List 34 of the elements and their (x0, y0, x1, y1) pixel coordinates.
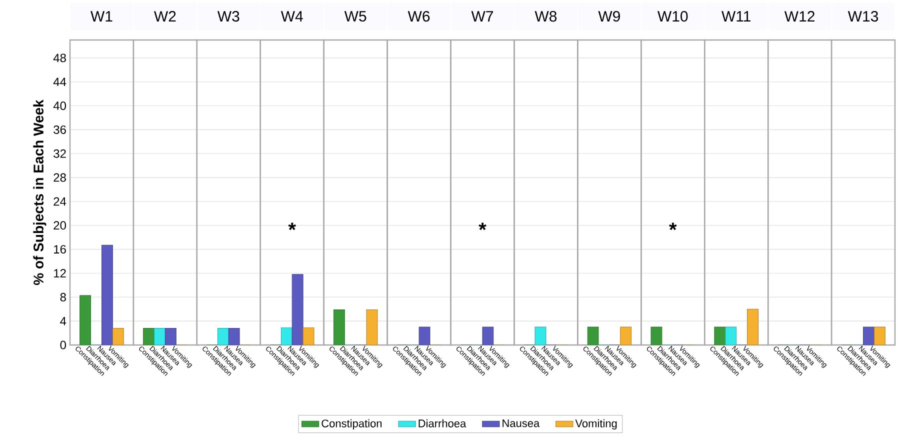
y-tick-label: 28 (54, 173, 66, 182)
y-tick-label: 24 (54, 197, 66, 206)
chart-title: W5 (344, 11, 366, 22)
y-tick-label: 16 (54, 245, 66, 254)
chart-title: W11 (722, 11, 750, 22)
annotation: * (669, 222, 677, 230)
legend-label: Diarrhoea (418, 419, 466, 428)
legend-label: Constipation (322, 419, 382, 430)
chart-title: W13 (848, 10, 878, 22)
chart-title: W10 (658, 10, 688, 22)
chart-title: W4 (280, 11, 303, 22)
y-tick-label: 20 (54, 221, 66, 230)
y-tick-label: 12 (54, 269, 66, 278)
y-tick-label: 48 (53, 54, 66, 62)
y-tick-label: 0 (60, 340, 66, 350)
y-tick-label: 44 (53, 78, 66, 86)
annotation: * (288, 222, 296, 230)
chart-title: W9 (598, 10, 620, 22)
annotation: * (478, 222, 486, 230)
legend-label: Vomiting (575, 419, 617, 430)
y-tick-label: 36 (54, 125, 66, 134)
chart-title: W8 (534, 10, 557, 22)
chart-title: W6 (408, 10, 430, 22)
chart-title: W3 (217, 10, 240, 22)
chart-title: W7 (471, 11, 493, 22)
y-tick-label: 32 (54, 149, 66, 158)
y-tick-label: 4 (60, 316, 66, 326)
legend-label: Nausea (502, 419, 540, 428)
chart-title: W12 (784, 11, 814, 22)
chart-title: W1 (90, 11, 112, 22)
y-axis-title: % of Subjects in Each Week (33, 100, 46, 285)
y-tick-label: 8 (60, 292, 66, 302)
chart-title: W2 (154, 11, 176, 22)
y-tick-label: 40 (53, 102, 66, 110)
